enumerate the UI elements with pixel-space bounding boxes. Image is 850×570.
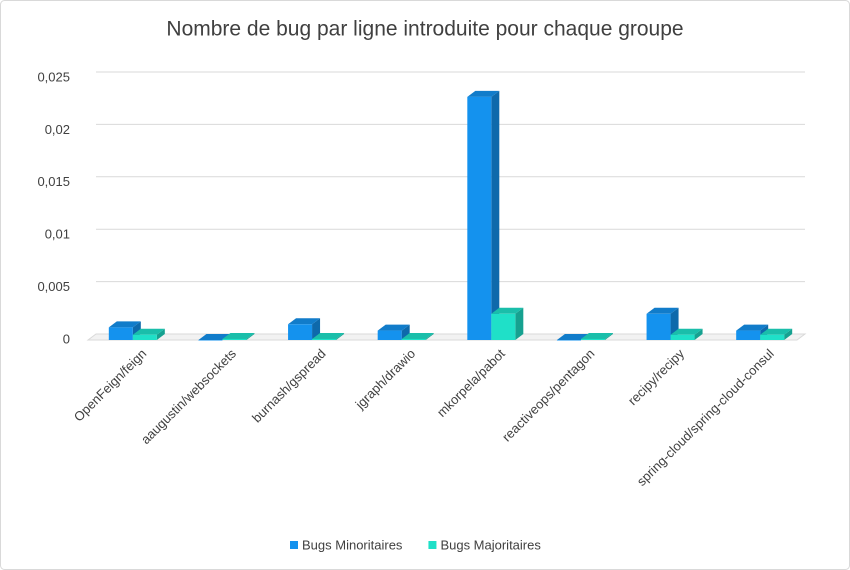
bar-top [132,328,165,335]
bar-front [198,340,223,341]
bar [401,332,434,340]
bar-top [670,328,703,335]
bar-side [784,328,793,340]
legend-label: Bugs Majoritaires [440,537,541,552]
chart-title: Nombre de bug par ligne introduite pour … [166,18,683,41]
bar-front [222,338,247,340]
bar-top [736,324,769,331]
bar-top [288,318,321,325]
bar-front [670,334,695,340]
bar-front [556,340,581,341]
bar-top [401,332,434,339]
bar-front [760,334,785,340]
bar-top [580,332,613,339]
bar-front [467,96,492,340]
bar [132,328,165,340]
y-tick-label: 0 [63,331,70,346]
y-tick-label: 0,005 [37,279,70,294]
bar [222,332,255,340]
bar-top [646,307,679,314]
bar-front [377,330,402,340]
bar-side [246,332,255,340]
bar [580,332,613,340]
bar [312,332,345,340]
y-tick-label: 0,025 [37,69,70,84]
bar-side [425,332,434,340]
legend-label: Bugs Minoritaires [302,537,403,552]
bar-top [491,307,524,314]
bar-front [108,327,133,340]
bar-top [556,334,589,340]
bar-side [156,328,165,340]
bar [556,334,589,341]
y-tick-label: 0,015 [37,174,70,189]
bar-side [401,324,410,340]
bar-top [467,90,500,97]
bar-top [222,332,255,339]
bar-front [132,334,157,340]
bar [670,328,703,340]
bar [491,307,524,340]
bar-front [288,324,313,340]
bar-front [401,338,426,340]
legend-swatch [290,541,298,549]
bar-side [604,332,613,340]
y-tick-label: 0,01 [45,227,70,242]
bar-side [694,328,703,340]
bar-top [312,332,345,339]
bar-top [377,324,410,331]
bar-side [491,90,500,340]
bar [467,90,500,340]
bar-front [646,313,671,340]
bar-top [198,334,231,340]
bar-front [491,313,516,340]
bar-front [736,330,761,340]
bar-side [336,332,345,340]
bar-side [515,307,524,340]
bar-top [760,328,793,335]
bar [377,324,410,340]
bar [760,328,793,340]
legend-swatch [428,541,437,549]
bar [198,334,231,341]
bar-front [580,338,605,340]
bar-front [312,338,337,340]
bar-top [108,321,141,328]
y-tick-label: 0,02 [45,122,70,137]
